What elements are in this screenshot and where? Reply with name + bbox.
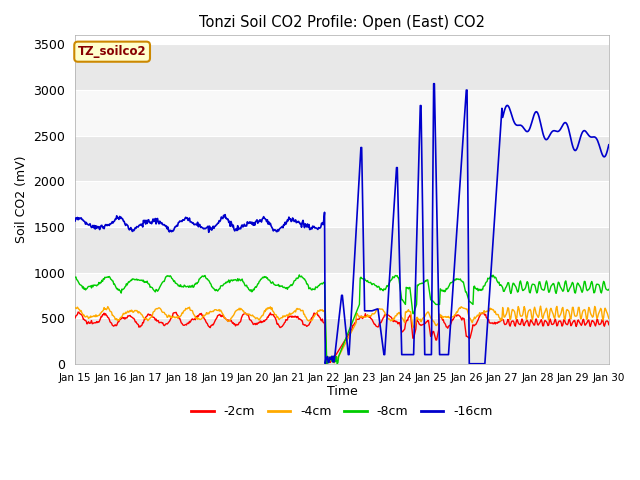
Bar [75,90,609,136]
Bar [75,181,609,227]
Bar [75,227,609,273]
Text: TZ_soilco2: TZ_soilco2 [78,45,147,58]
Bar [75,318,609,364]
Y-axis label: Soil CO2 (mV): Soil CO2 (mV) [15,156,28,243]
Bar [75,136,609,181]
Title: Tonzi Soil CO2 Profile: Open (East) CO2: Tonzi Soil CO2 Profile: Open (East) CO2 [199,15,485,30]
X-axis label: Time: Time [326,385,357,398]
Legend: -2cm, -4cm, -8cm, -16cm: -2cm, -4cm, -8cm, -16cm [186,400,498,423]
Bar [75,45,609,90]
Bar [75,273,609,318]
